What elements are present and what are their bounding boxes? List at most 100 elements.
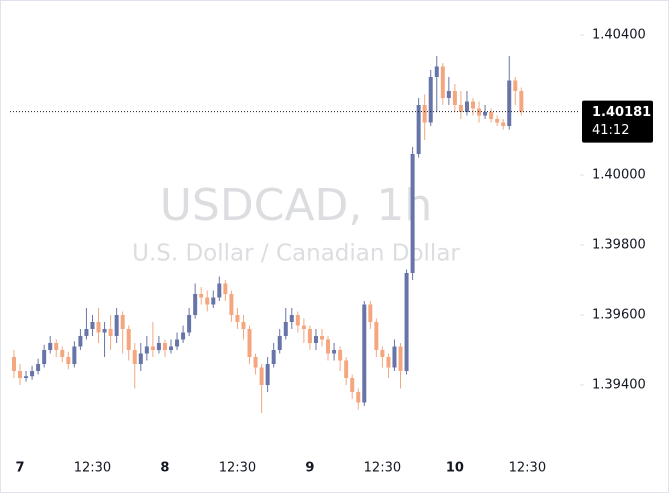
candle-body	[416, 105, 421, 154]
x-tick-label: 8	[160, 461, 169, 476]
countdown-label: 41:12	[592, 123, 629, 138]
candle-body	[489, 112, 494, 119]
candle-body	[422, 105, 427, 123]
candle-body	[36, 364, 41, 371]
candle-body	[132, 350, 137, 364]
candle-body	[483, 112, 488, 116]
candle-body	[138, 353, 143, 364]
y-tick-label: 1.39800	[592, 238, 646, 253]
candle-body	[265, 364, 270, 385]
x-tick-label: 12:30	[74, 461, 111, 476]
candle-body	[114, 315, 119, 336]
last-price-box	[582, 100, 653, 143]
candle-body	[54, 343, 59, 350]
frame	[0, 0, 669, 493]
candle-body	[18, 371, 22, 378]
candle-body	[374, 322, 379, 350]
candle-body	[350, 378, 355, 392]
candle-body	[48, 343, 53, 350]
candle-body	[253, 357, 258, 368]
x-tick-label: 12:30	[509, 461, 546, 476]
candle-body	[344, 360, 349, 378]
candle-body	[24, 376, 29, 378]
candle-body	[102, 329, 107, 333]
candle-body	[434, 66, 439, 77]
candle-body	[199, 294, 204, 298]
candle-body	[326, 339, 331, 354]
candle-body	[501, 122, 506, 126]
candle-body	[211, 297, 216, 305]
candle-body	[42, 350, 47, 364]
y-tick-label: 1.40400	[592, 28, 646, 43]
candle-body	[507, 80, 512, 126]
candle-body	[295, 315, 300, 326]
candle-body	[368, 304, 373, 322]
x-tick-label: 7	[15, 461, 24, 476]
candle-body	[205, 297, 210, 305]
candle-body	[187, 315, 192, 333]
candle-body	[428, 77, 433, 123]
candle-body	[410, 154, 415, 273]
candle-body	[217, 283, 222, 298]
candle-body	[519, 91, 524, 112]
candle-body	[338, 350, 343, 361]
candle-body	[223, 283, 228, 294]
candle-body	[126, 329, 131, 350]
candle-body	[120, 315, 125, 329]
x-tick-label: 9	[305, 461, 314, 476]
candle-body	[313, 336, 318, 343]
candle-body	[30, 371, 35, 377]
candle-body	[320, 336, 324, 340]
x-tick-label: 12:30	[219, 461, 256, 476]
candle-body	[380, 350, 385, 357]
candle-body	[162, 343, 167, 350]
candle-body	[440, 66, 445, 98]
candle-body	[362, 304, 367, 403]
candle-body	[446, 91, 451, 98]
candle-body	[229, 294, 234, 315]
candle-body	[181, 332, 186, 340]
candle-body	[283, 322, 288, 336]
candle-body	[150, 346, 155, 350]
candle-body	[11, 357, 16, 371]
candle-body	[169, 346, 173, 350]
candle-body	[495, 119, 500, 123]
y-tick-label: 1.40000	[592, 168, 646, 183]
candle-body	[72, 346, 77, 364]
candle-body	[386, 357, 391, 368]
candle-body	[404, 273, 409, 371]
x-tick-label: 12:30	[364, 461, 401, 476]
candle-body	[241, 322, 246, 329]
last-price-label: 1.40181	[592, 105, 651, 120]
candle-body	[471, 101, 475, 109]
candle-body	[193, 294, 198, 315]
candle-body	[332, 350, 337, 354]
candle-body	[175, 339, 180, 347]
y-tick-label: 1.39400	[592, 378, 646, 393]
candle-body	[464, 101, 469, 112]
candle-body	[90, 322, 95, 329]
candle-body	[392, 346, 397, 368]
candle-body	[458, 105, 463, 112]
candle-body	[259, 367, 264, 385]
candle-body	[60, 350, 65, 357]
candle-body	[144, 346, 149, 354]
candle-body	[513, 80, 518, 91]
candle-body	[235, 315, 240, 322]
candle-body	[96, 322, 101, 333]
candle-body	[108, 329, 113, 336]
candle-body	[477, 108, 482, 116]
candle-body	[156, 343, 161, 350]
candle-body	[356, 392, 361, 403]
candle-body	[277, 336, 282, 350]
candle-body	[398, 346, 403, 371]
candle-body	[301, 325, 306, 329]
candle-body	[66, 357, 71, 364]
x-tick-label: 10	[446, 461, 464, 476]
candle-body	[452, 91, 457, 105]
candle-body	[289, 315, 294, 322]
watermark-title: USDCAD, 1h	[160, 180, 433, 231]
candle-body	[307, 329, 312, 343]
watermark-subtitle: U.S. Dollar / Canadian Dollar	[132, 241, 460, 267]
